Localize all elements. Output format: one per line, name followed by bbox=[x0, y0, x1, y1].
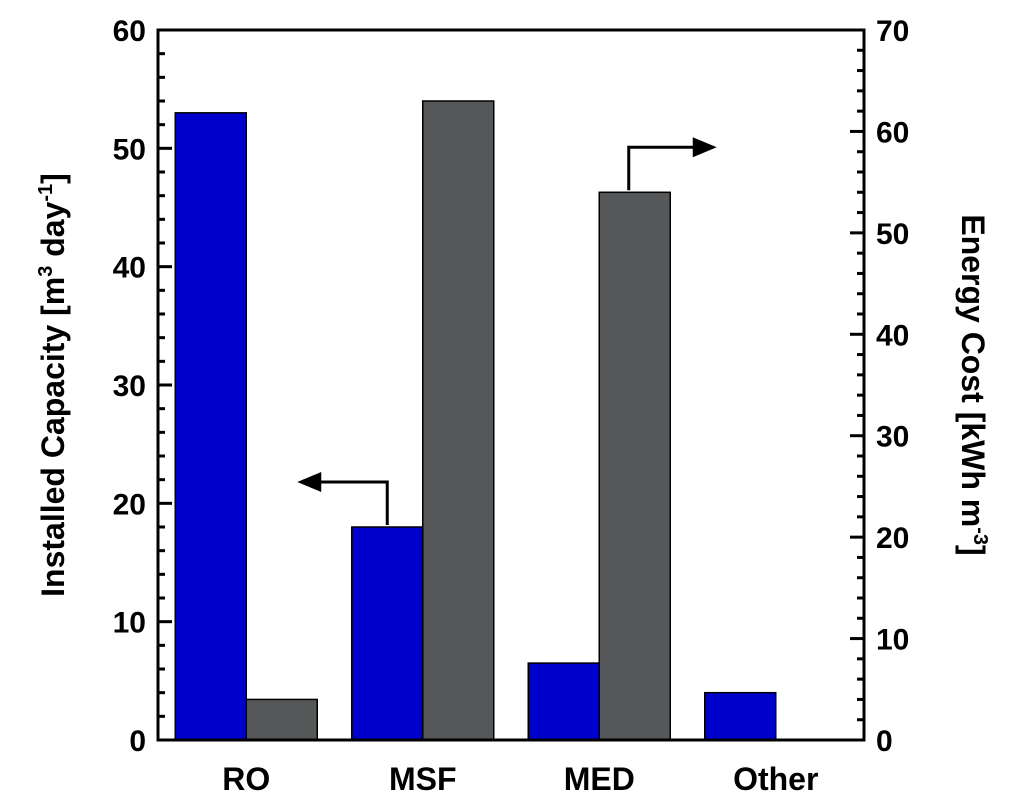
right-tick-label: 50 bbox=[876, 218, 909, 251]
bar-med-left bbox=[527, 662, 600, 741]
category-label: MSF bbox=[389, 761, 457, 797]
arrow-head bbox=[297, 472, 322, 492]
bar-other-left bbox=[704, 691, 777, 741]
left-axis-title: Installed Capacity [m3 day-1] bbox=[35, 173, 71, 597]
left-tick-label: 40 bbox=[113, 252, 146, 285]
bar-msf-right bbox=[422, 100, 495, 741]
left-tick-label: 20 bbox=[113, 488, 146, 521]
arrow-shaft bbox=[319, 480, 389, 525]
left-tick-label: 0 bbox=[129, 725, 146, 758]
bar-med-right bbox=[598, 191, 671, 741]
right-tick-label: 60 bbox=[876, 116, 909, 149]
right-axis-title-sup: -3 bbox=[969, 527, 991, 545]
category-label: MED bbox=[564, 761, 635, 797]
category-label: Other bbox=[733, 761, 818, 797]
left-tick-label: 30 bbox=[113, 370, 146, 403]
left-axis-title-main: Installed Capacity [m bbox=[35, 277, 71, 597]
right-axis-ticks: 0 10 20 30 40 50 60 70 bbox=[850, 15, 909, 758]
left-axis-title-end: ] bbox=[35, 173, 71, 184]
left-axis-title-sup2: -1 bbox=[35, 184, 57, 202]
bars-layer bbox=[174, 100, 777, 741]
right-axis-title-end: ] bbox=[955, 545, 991, 556]
right-tick-label: 10 bbox=[876, 624, 909, 657]
right-axis-title-main: Energy Cost [kWh m bbox=[955, 214, 991, 527]
bar-msf-left bbox=[351, 526, 424, 741]
right-tick-label: 40 bbox=[876, 319, 909, 352]
right-tick-label: 0 bbox=[876, 725, 893, 758]
left-axis-title-sup1: 3 bbox=[35, 266, 57, 277]
arrow-head bbox=[692, 137, 717, 158]
left-tick-label: 50 bbox=[113, 133, 146, 166]
left-tick-label: 10 bbox=[113, 607, 146, 640]
bar-ro-right bbox=[245, 698, 318, 741]
category-labels: RO MSF MED Other bbox=[222, 761, 818, 797]
left-axis-title-mid: day bbox=[35, 201, 71, 265]
annotation-arrows bbox=[297, 137, 717, 525]
category-label: RO bbox=[222, 761, 270, 797]
right-tick-label: 20 bbox=[876, 522, 909, 555]
right-tick-label: 70 bbox=[876, 15, 909, 48]
right-axis-title: Energy Cost [kWh m-3] bbox=[955, 214, 991, 555]
right-tick-label: 30 bbox=[876, 421, 909, 454]
left-tick-label: 60 bbox=[113, 15, 146, 48]
arrow-shaft bbox=[627, 145, 695, 191]
plot-frame bbox=[156, 28, 866, 742]
bar-ro-left bbox=[174, 112, 247, 741]
left-axis-ticks: 0 10 20 30 40 50 60 bbox=[113, 15, 172, 758]
